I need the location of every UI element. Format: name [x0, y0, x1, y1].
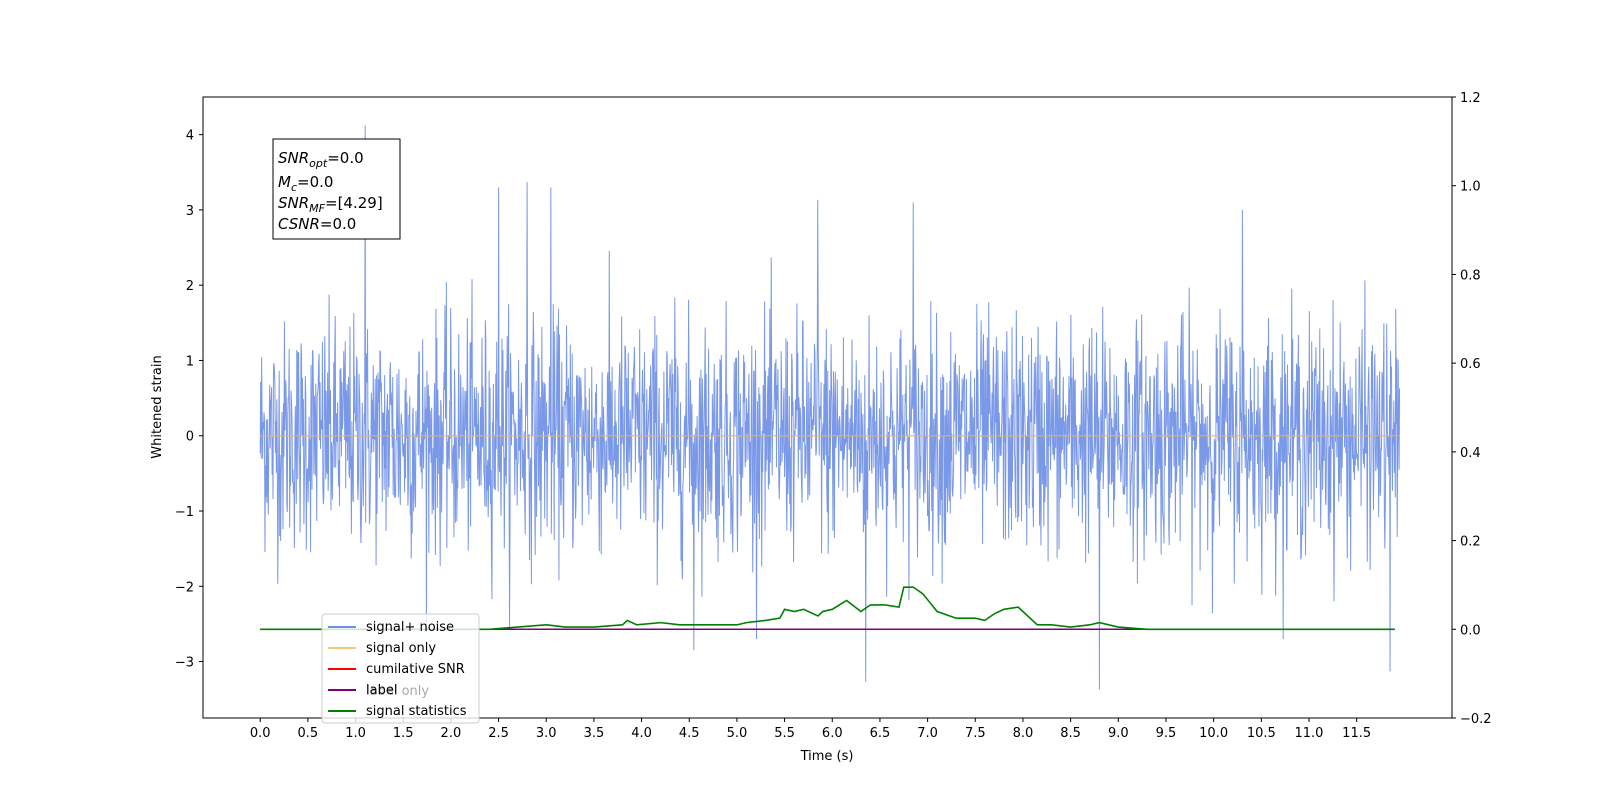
axes-frame [202, 96, 1453, 719]
y2-tick-label: 0.4 [1460, 446, 1481, 461]
x-tick-label: 1.0 [345, 726, 366, 741]
x-tick-label: 6.0 [822, 726, 843, 741]
x-axis-ticks: 0.0 0.5 1.0 1.5 2.0 2.5 3.0 3.5 4.0 4.5 5.0 5.5 6.0 6… [250, 718, 1371, 741]
y2-tick-label: 0.0 [1460, 623, 1481, 638]
annotation-csnr: CSNR=0.0 [278, 215, 356, 233]
x-tick-label: 10.5 [1247, 726, 1276, 741]
x-tick-label: 11.0 [1295, 726, 1324, 741]
x-tick-label: 4.5 [679, 726, 700, 741]
legend-label-signal-noise: signal+ noise [366, 620, 454, 635]
x-tick-label: 1.5 [393, 726, 414, 741]
y-tick-label: −2 [175, 580, 194, 595]
y2-tick-label: 1.0 [1460, 180, 1481, 195]
x-tick-label: 8.0 [1013, 726, 1034, 741]
annotation-mc: Mc=0.0 [278, 173, 333, 194]
x-tick-label: 6.5 [870, 726, 891, 741]
legend-hidden-text: label only [366, 684, 429, 699]
legend-box [321, 613, 480, 724]
x-tick-label: 11.5 [1342, 726, 1371, 741]
legend-label-label: label [366, 683, 397, 698]
x-tick-label: 4.0 [631, 726, 652, 741]
annotation-snr-mf: SNRMF=[4.29] [278, 194, 383, 215]
legend-label-cumulative-snr: cumilative SNR [366, 662, 465, 677]
x-tick-label: 0.5 [298, 726, 319, 741]
x-tick-label: 7.5 [965, 726, 986, 741]
x-axis-label: Time (s) [800, 749, 854, 764]
y-tick-label: 4 [186, 129, 194, 144]
legend: label only signal+ noise signal only cum… [321, 613, 480, 724]
x-tick-label: 5.0 [727, 726, 748, 741]
y2-tick-label: 0.6 [1460, 357, 1481, 372]
y-tick-label: 0 [186, 430, 194, 445]
y-tick-label: 2 [186, 279, 194, 294]
x-tick-label: 5.5 [774, 726, 795, 741]
y-tick-label: 3 [186, 204, 194, 219]
y2-axis-ticks: 1.2 1.0 0.8 0.6 0.4 0.2 0.0 −0.2 [1452, 91, 1492, 727]
x-tick-label: 9.5 [1156, 726, 1177, 741]
y-tick-label: 1 [186, 354, 194, 369]
annotation-box: SNRopt=0.0 Mc=0.0 SNRMF=[4.29] CSNR=0.0 [272, 138, 401, 240]
y-axis-label: Whitened strain [150, 355, 165, 458]
series-signal-statistics [260, 586, 1395, 631]
y-tick-label: −3 [175, 656, 194, 671]
y-tick-label: −1 [175, 505, 194, 520]
x-tick-label: 9.0 [1108, 726, 1129, 741]
x-tick-label: 2.0 [441, 726, 462, 741]
x-tick-label: 8.5 [1060, 726, 1081, 741]
x-tick-label: 3.0 [536, 726, 557, 741]
y2-tick-label: 0.8 [1460, 268, 1481, 283]
y2-tick-label: 1.2 [1460, 91, 1481, 106]
y2-tick-label: 0.2 [1460, 535, 1481, 550]
series-signal-noise [259, 125, 1401, 690]
annotation-snr-opt: SNRopt=0.0 [278, 149, 364, 170]
plot-area [259, 125, 1401, 690]
x-tick-label: 3.5 [584, 726, 605, 741]
x-tick-label: 7.0 [917, 726, 938, 741]
x-tick-label: 10.0 [1199, 726, 1228, 741]
y2-tick-label: −0.2 [1460, 712, 1492, 727]
legend-label-signal-only: signal only [366, 641, 436, 656]
x-tick-label: 2.5 [488, 726, 509, 741]
y-axis-ticks: 4 3 2 1 0 −1 −2 −3 [175, 129, 203, 671]
annotation-border [272, 138, 401, 240]
legend-label-signal-statistics: signal statistics [366, 704, 467, 719]
x-tick-label: 0.0 [250, 726, 271, 741]
